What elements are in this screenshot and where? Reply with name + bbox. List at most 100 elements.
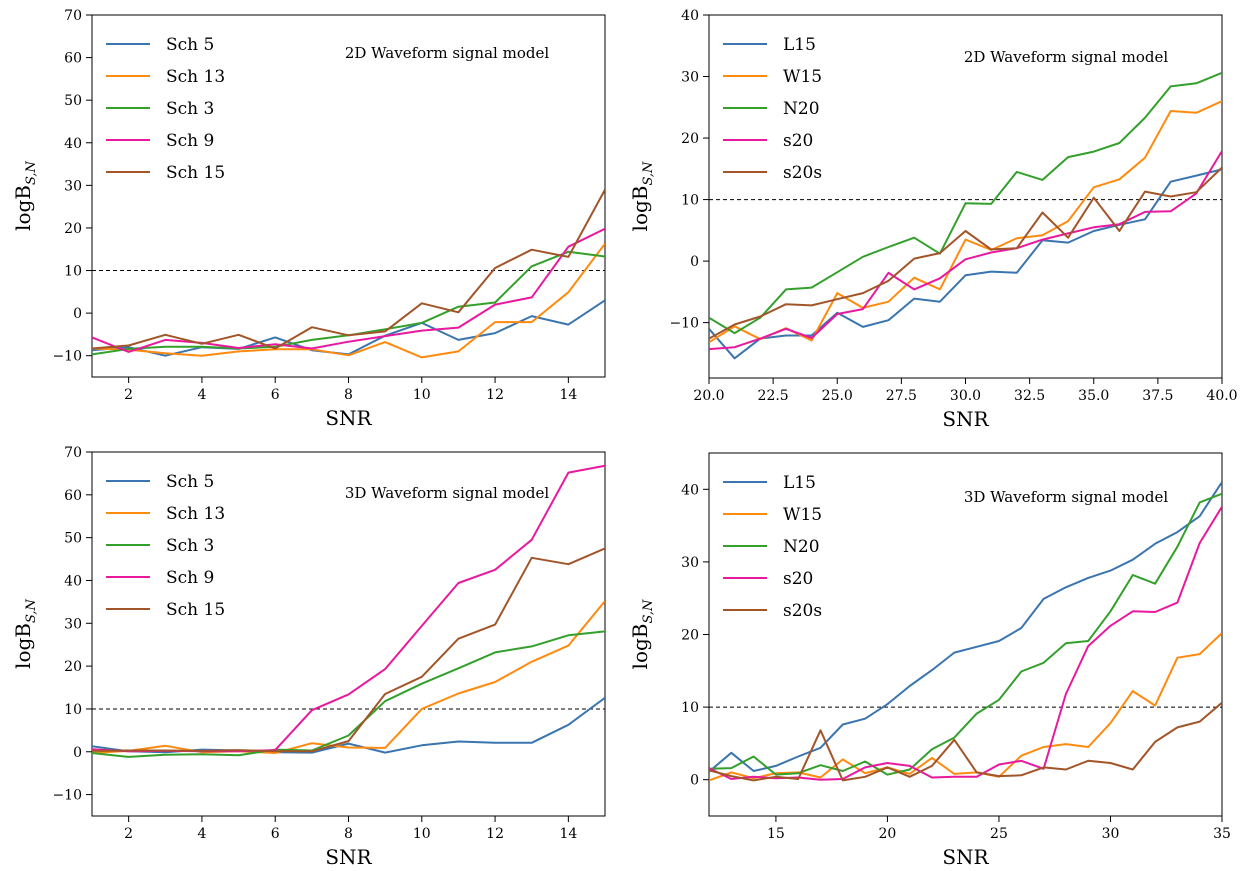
x-tick-label: 35.0 [1078, 388, 1109, 404]
y-tick-label: 20 [64, 221, 82, 237]
y-tick-label: 20 [64, 659, 82, 675]
y-axis-label-main: logB [628, 624, 652, 670]
x-tick-label: 37.5 [1142, 388, 1173, 404]
y-tick-label: 20 [681, 628, 699, 644]
y-axis-label-main: logB [11, 185, 35, 231]
x-tick-label: 20.0 [693, 388, 724, 404]
y-axis-label-main: logB [628, 186, 652, 232]
y-tick-label: 40 [64, 136, 82, 152]
chart-annotation: 2D Waveform signal model [964, 48, 1168, 66]
y-axis-label: logBS,N [628, 599, 656, 670]
y-tick-label: 40 [64, 573, 82, 589]
y-tick-label: 10 [681, 700, 699, 716]
legend-label: N20 [783, 537, 820, 557]
y-tick-label: 50 [64, 531, 82, 547]
y-tick-label: 30 [681, 555, 699, 571]
x-tick-label: 30 [1102, 826, 1120, 842]
y-tick-label: 70 [64, 445, 82, 461]
y-axis-label-subscript: S,N [24, 160, 39, 185]
x-tick-label: 14 [559, 387, 577, 403]
x-tick-label: 14 [559, 826, 577, 842]
x-tick-label: 2 [124, 826, 133, 842]
x-tick-label: 25 [990, 826, 1008, 842]
legend-label: Sch 15 [166, 163, 225, 183]
y-tick-label: 60 [64, 488, 82, 504]
x-tick-label: 15 [767, 826, 785, 842]
series-line-l15 [709, 481, 1222, 773]
x-tick-label: 27.5 [886, 388, 917, 404]
y-tick-label: 70 [64, 8, 82, 24]
legend-label: W15 [783, 505, 822, 525]
series-line-s20 [709, 150, 1222, 351]
legend-label: Sch 5 [166, 472, 214, 492]
chart-3d-models: 15 20 25 30 35 0 10 20 30 40 L15 W15 N20 s20 s20s 3D Wa… [628, 452, 1231, 869]
series-line-sch-13 [92, 600, 605, 754]
x-tick-label: 32.5 [1014, 388, 1045, 404]
series-line-sch-3 [92, 630, 605, 758]
chart-3d-sch: 2 4 6 8 10 12 14 −10 0 10 20 30 40 50 60 70 Sch 5 Sch 13 S… [11, 445, 606, 869]
legend-label: L15 [783, 473, 816, 493]
y-tick-label: 0 [73, 306, 82, 322]
series-line-n20 [709, 71, 1222, 335]
chart-2d-sch: 2 4 6 8 10 12 14 −10 0 10 20 30 40 50 60 70 Sch 5 Sch 13 S… [11, 8, 606, 430]
y-tick-label: 30 [681, 70, 699, 86]
y-tick-label: 50 [64, 93, 82, 109]
x-axis-label: SNR [325, 845, 372, 869]
y-tick-label: −10 [669, 316, 699, 332]
legend-label: s20 [783, 569, 813, 589]
y-tick-label: 10 [64, 264, 82, 280]
legend-label: s20s [783, 601, 822, 621]
x-tick-label: 10 [413, 387, 431, 403]
series-line-n20 [709, 492, 1222, 776]
y-tick-label: 40 [681, 482, 699, 498]
x-axis-label: SNR [942, 407, 989, 431]
series-line-sch-9 [92, 227, 605, 353]
legend-label: N20 [783, 99, 820, 119]
y-tick-label: 60 [64, 51, 82, 67]
legend-label: Sch 13 [166, 67, 225, 87]
x-tick-label: 6 [271, 387, 280, 403]
x-tick-label: 10 [413, 826, 431, 842]
legend-label: Sch 9 [166, 568, 214, 588]
chart-annotation: 2D Waveform signal model [345, 44, 549, 62]
y-tick-label: 30 [64, 178, 82, 194]
legend-label: s20 [783, 131, 813, 151]
legend-label: W15 [783, 67, 822, 87]
y-tick-label: −10 [52, 349, 82, 365]
series-line-s20 [709, 506, 1222, 781]
series-line-sch-5 [92, 696, 605, 754]
legend-label: Sch 3 [166, 99, 214, 119]
y-tick-label: 0 [73, 745, 82, 761]
x-tick-label: 4 [197, 826, 206, 842]
x-tick-label: 8 [344, 826, 353, 842]
legend-label: Sch 15 [166, 600, 225, 620]
y-axis-label: logBS,N [11, 160, 39, 231]
y-tick-label: 10 [681, 193, 699, 209]
y-axis-label-subscript: S,N [24, 598, 39, 623]
x-tick-label: 25.0 [822, 388, 853, 404]
y-axis-label-subscript: S,N [641, 599, 656, 624]
series-line-sch-15 [92, 547, 605, 753]
series-line-sch-15 [92, 189, 605, 350]
x-axis-label: SNR [325, 406, 372, 430]
x-tick-label: 12 [486, 387, 504, 403]
x-tick-label: 30.0 [950, 388, 981, 404]
series-line-s20s [709, 701, 1222, 782]
chart-annotation: 3D Waveform signal model [345, 484, 549, 502]
legend-label: Sch 13 [166, 504, 225, 524]
chart-2d-models: 20.0 22.5 25.0 27.5 30.0 32.5 35.0 37.5 40.0 −10 0… [628, 8, 1238, 431]
legend-label: L15 [783, 35, 816, 55]
y-axis-label: logBS,N [11, 598, 39, 669]
series-line-l15 [709, 168, 1222, 360]
x-tick-label: 2 [124, 387, 133, 403]
y-tick-label: 20 [681, 131, 699, 147]
x-tick-label: 20 [879, 826, 897, 842]
x-tick-label: 22.5 [758, 388, 789, 404]
y-axis-label: logBS,N [628, 161, 656, 232]
x-tick-label: 12 [486, 826, 504, 842]
y-tick-label: −10 [52, 788, 82, 804]
chart-annotation: 3D Waveform signal model [964, 488, 1168, 506]
x-tick-label: 40.0 [1206, 388, 1237, 404]
y-tick-label: 40 [681, 8, 699, 24]
